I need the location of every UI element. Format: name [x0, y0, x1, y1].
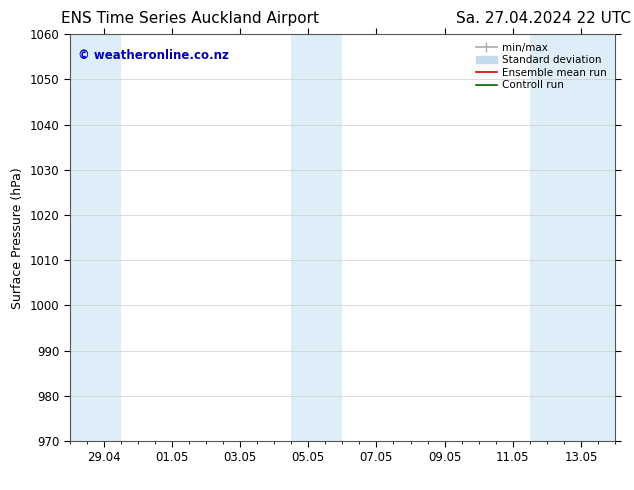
Legend: min/max, Standard deviation, Ensemble mean run, Controll run: min/max, Standard deviation, Ensemble me… [473, 40, 610, 94]
Text: ENS Time Series Auckland Airport: ENS Time Series Auckland Airport [61, 11, 319, 26]
Bar [70, 34, 121, 441]
Bar [530, 34, 615, 441]
Text: © weatheronline.co.nz: © weatheronline.co.nz [78, 49, 229, 62]
Text: Sa. 27.04.2024 22 UTC: Sa. 27.04.2024 22 UTC [456, 11, 631, 26]
Y-axis label: Surface Pressure (hPa): Surface Pressure (hPa) [11, 167, 24, 309]
Bar [291, 34, 342, 441]
